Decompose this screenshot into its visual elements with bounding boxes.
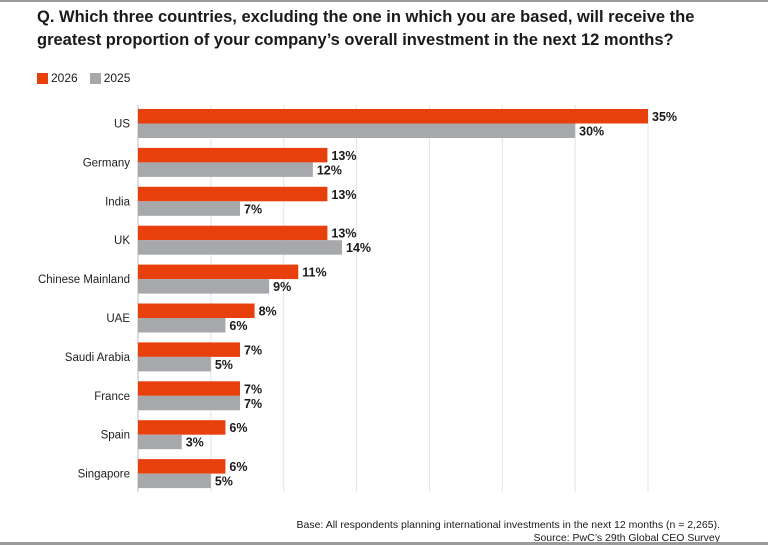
data-label: 6% <box>229 319 247 333</box>
bottom-border <box>0 542 768 545</box>
data-label: 5% <box>215 475 233 489</box>
bar-2026 <box>138 109 648 124</box>
bar-2025 <box>138 240 342 255</box>
data-label: 6% <box>229 460 247 474</box>
bar-2025 <box>138 279 270 294</box>
bar-2026 <box>138 264 299 280</box>
base-note: Base: All respondents planning internati… <box>296 519 720 531</box>
data-label: 7% <box>244 397 262 411</box>
category-label: US <box>114 119 130 131</box>
category-label: Chinese Mainland <box>38 274 130 286</box>
data-label: 7% <box>244 343 262 357</box>
data-label: 9% <box>273 280 291 294</box>
data-label: 5% <box>215 358 233 372</box>
data-label: 13% <box>331 149 356 163</box>
bar-2026 <box>138 381 240 396</box>
bar-2025 <box>138 395 240 411</box>
category-label: UAE <box>106 313 130 325</box>
bar-2025 <box>138 123 576 138</box>
bar-2025 <box>138 434 182 450</box>
category-label: France <box>94 391 130 403</box>
data-label: 3% <box>186 436 204 450</box>
data-label: 12% <box>317 163 342 177</box>
category-label: India <box>105 196 131 208</box>
bar-2026 <box>138 420 226 435</box>
legend-swatch-2026 <box>37 72 48 84</box>
data-label: 14% <box>346 241 371 255</box>
bar-2026 <box>138 342 240 357</box>
bar-2025 <box>138 201 240 216</box>
data-label: 30% <box>579 125 604 139</box>
legend-label-2025: 2025 <box>103 71 131 85</box>
top-border <box>0 0 768 2</box>
data-label: 8% <box>259 305 277 319</box>
data-label: 6% <box>229 421 247 435</box>
bar-2026 <box>138 303 255 318</box>
bar-2026 <box>138 186 328 202</box>
data-label: 11% <box>302 266 326 280</box>
legend: 2026 2025 <box>37 71 142 85</box>
data-label: 35% <box>652 110 677 124</box>
data-label: 13% <box>331 227 356 241</box>
category-label: Spain <box>101 430 130 442</box>
bar-2025 <box>138 162 313 177</box>
data-label: 13% <box>331 188 356 202</box>
bar-2026 <box>138 147 328 163</box>
legend-swatch-2025 <box>89 72 101 84</box>
bar-2025 <box>138 318 226 333</box>
legend-label-2026: 2026 <box>51 71 78 85</box>
bar-2025 <box>138 356 211 372</box>
data-label: 7% <box>244 382 262 396</box>
bar-2026 <box>138 459 226 474</box>
bar-2025 <box>138 473 211 489</box>
data-label: 7% <box>244 202 262 216</box>
source-note: Source: PwC’s 29th Global CEO Survey <box>533 532 720 544</box>
category-label: Saudi Arabia <box>65 352 131 364</box>
category-label: Germany <box>83 157 131 169</box>
category-label: UK <box>114 235 130 247</box>
category-label: Singapore <box>78 469 130 481</box>
bar-2026 <box>138 225 328 241</box>
chart-title: Q. Which three countries, excluding the … <box>37 8 695 49</box>
